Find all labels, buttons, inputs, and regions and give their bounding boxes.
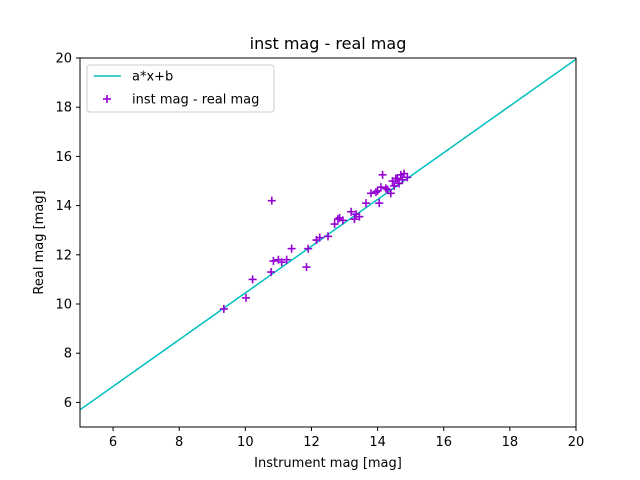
x-tick-label: 8 <box>175 435 183 450</box>
x-tick-label: 16 <box>435 435 452 450</box>
data-point <box>390 181 399 190</box>
y-tick-label: 8 <box>64 347 72 362</box>
data-point <box>219 304 228 313</box>
y-axis-label: Real mag [mag] <box>32 190 47 294</box>
data-point <box>267 268 276 277</box>
x-tick-label: 6 <box>109 435 117 450</box>
data-point <box>269 256 278 265</box>
y-tick-label: 10 <box>55 298 72 313</box>
data-point <box>371 188 380 197</box>
y-tick-label: 18 <box>55 101 72 116</box>
axes-frame <box>79 57 577 428</box>
data-point <box>398 175 407 184</box>
x-axis-label: Instrument mag [mag] <box>254 456 402 471</box>
data-point <box>304 244 313 253</box>
data-point <box>378 170 387 179</box>
data-point <box>315 233 324 242</box>
data-point <box>362 199 371 208</box>
data-point <box>386 189 395 198</box>
x-tick-label: 10 <box>237 435 254 450</box>
plot-area <box>80 58 576 411</box>
data-point <box>338 216 347 225</box>
axis-ticks: 6 8 10 12 14 16 18 20 6 8 10 12 14 16 18 20 <box>55 52 584 451</box>
data-point <box>350 215 359 224</box>
y-tick-label: 20 <box>55 52 72 67</box>
legend: a*x+b inst mag - real mag <box>86 64 275 113</box>
data-point <box>267 196 276 205</box>
legend-box <box>86 64 275 113</box>
data-point <box>347 207 356 216</box>
data-point <box>333 215 342 224</box>
data-point <box>324 232 332 241</box>
data-point <box>248 275 257 284</box>
data-point <box>302 263 311 272</box>
data-point <box>375 199 384 208</box>
y-tick-label: 14 <box>55 199 72 214</box>
data-point <box>376 183 385 192</box>
data-point <box>241 293 250 302</box>
data-point <box>287 244 296 253</box>
x-tick-label: 12 <box>303 435 320 450</box>
data-point <box>381 184 390 193</box>
data-point <box>403 173 412 182</box>
data-point <box>282 255 291 264</box>
data-point <box>330 220 339 229</box>
legend-marker-swatch <box>103 95 111 103</box>
data-point <box>355 212 364 221</box>
data-point <box>277 258 286 267</box>
legend-scatter-label: inst mag - real mag <box>132 93 259 108</box>
x-tick-label: 20 <box>568 435 585 450</box>
chart-title: inst mag - real mag <box>250 34 407 53</box>
y-tick-label: 6 <box>64 396 72 411</box>
x-tick-label: 18 <box>502 435 519 450</box>
y-tick-label: 16 <box>55 150 72 165</box>
y-tick-label: 12 <box>55 248 72 263</box>
x-tick-label: 14 <box>369 435 386 450</box>
data-point <box>366 189 375 198</box>
legend-line-label: a*x+b <box>132 70 173 85</box>
